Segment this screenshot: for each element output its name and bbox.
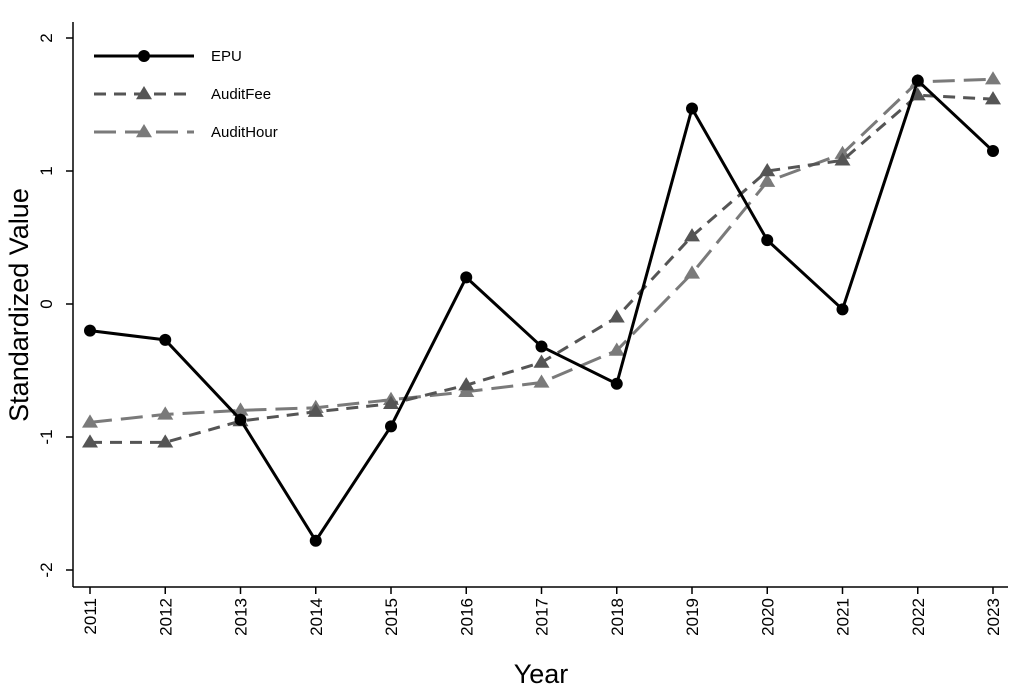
series-line-epu	[89, 79, 995, 543]
legend-label-epu: EPU	[211, 48, 242, 65]
data-point-epu	[385, 420, 397, 433]
legend-label-audithour: AuditHour	[211, 124, 278, 141]
data-point-audithour	[684, 265, 700, 279]
axes: 2 1 0 -1 -2 2011 2012 2013 2014 2015 2016 2017 2018 2…	[37, 22, 1008, 636]
data-point-epu	[987, 145, 999, 158]
data-point-auditfee	[157, 434, 174, 448]
data-point-epu	[234, 413, 247, 426]
data-point-auditfee	[383, 395, 399, 409]
series-layer	[82, 71, 1001, 547]
data-point-epu	[159, 333, 172, 346]
y-tick-label: -2	[37, 562, 56, 577]
data-point-audithour	[82, 414, 98, 428]
legend: EPU AuditFee AuditHour	[94, 48, 278, 141]
legend-marker-epu	[138, 50, 150, 62]
data-point-epu	[610, 377, 623, 390]
x-axis-title: Year	[514, 659, 569, 689]
data-point-auditfee	[759, 163, 776, 177]
data-point-auditfee	[834, 152, 851, 166]
data-point-audithour	[533, 374, 550, 388]
data-point-audithour	[458, 383, 475, 397]
x-tick-label: 2015	[382, 598, 401, 636]
series-epu	[84, 74, 999, 547]
data-point-auditfee	[985, 91, 1001, 105]
x-tick-label: 2023	[984, 598, 1003, 636]
series-auditfee	[82, 87, 1001, 448]
y-tick-label: 2	[37, 33, 56, 42]
legend-item-audithour: AuditHour	[94, 124, 278, 141]
x-tick-label: 2019	[683, 598, 702, 636]
data-point-auditfee	[458, 377, 475, 391]
y-axis-title: Standardized Value	[4, 188, 34, 422]
data-point-audithour	[157, 406, 174, 420]
data-point-audithour	[232, 402, 249, 416]
x-tick-label: 2012	[156, 598, 175, 636]
data-point-epu	[911, 74, 924, 87]
x-tick-label: 2014	[307, 598, 326, 636]
data-point-epu	[836, 303, 849, 316]
legend-label-auditfee: AuditFee	[211, 86, 271, 103]
legend-marker-audithour	[136, 124, 152, 138]
data-point-auditfee	[82, 434, 98, 448]
data-point-epu	[535, 340, 548, 353]
x-tick-label: 2021	[834, 598, 853, 636]
x-tick-label: 2013	[232, 598, 251, 636]
x-tick-label: 2011	[81, 598, 100, 635]
legend-marker-auditfee	[136, 86, 152, 100]
data-point-auditfee	[533, 354, 550, 368]
data-point-epu	[309, 534, 322, 547]
x-tick-label: 2016	[457, 598, 476, 636]
data-point-audithour	[985, 71, 1001, 85]
x-tick-label: 2018	[608, 598, 627, 636]
data-point-auditfee	[684, 228, 700, 242]
data-point-auditfee	[608, 309, 625, 323]
x-tick-label: 2017	[533, 598, 552, 636]
y-tick-label: 0	[37, 299, 56, 308]
data-point-epu	[460, 271, 473, 284]
x-tick-label: 2020	[758, 598, 777, 636]
series-line-auditfee	[90, 93, 994, 444]
data-point-auditfee	[307, 403, 324, 417]
legend-item-epu: EPU	[94, 48, 242, 65]
data-point-epu	[686, 102, 698, 115]
y-tick-label: 1	[37, 166, 56, 175]
x-tick-label: 2022	[909, 598, 928, 636]
data-point-audithour	[608, 342, 625, 356]
data-point-epu	[84, 324, 96, 337]
y-tick-label: -1	[37, 429, 56, 444]
data-point-epu	[761, 234, 774, 247]
legend-item-auditfee: AuditFee	[94, 86, 271, 103]
data-point-audithour	[759, 173, 776, 187]
